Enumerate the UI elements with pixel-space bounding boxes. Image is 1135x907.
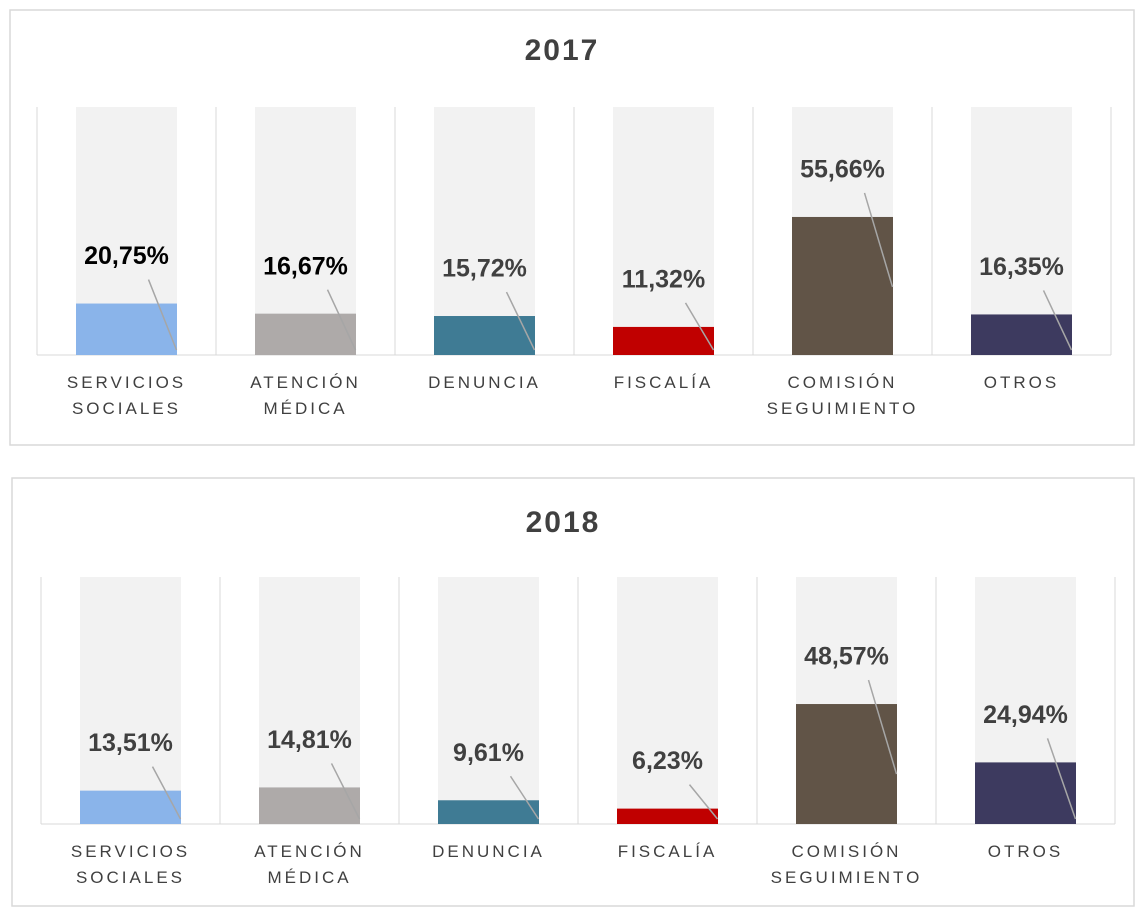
data-label: 48,57% <box>804 643 889 671</box>
category-label: COMISIÓN SEGUIMIENTO <box>770 842 923 887</box>
category-label-box: ATENCIÓN MÉDICA <box>250 373 361 418</box>
bar <box>255 313 356 355</box>
leader-line <box>688 784 719 820</box>
category-label-box: SERVICIOS SOCIALES <box>66 373 187 418</box>
bar <box>76 303 177 355</box>
bar-background <box>438 577 539 824</box>
data-label: 9,61% <box>453 739 524 767</box>
category-label-box: FISCALÍA <box>617 842 718 861</box>
bar-background <box>613 107 714 355</box>
category-label: FISCALÍA <box>617 842 718 861</box>
bar <box>438 800 539 824</box>
bar-background <box>259 577 360 824</box>
data-label: 13,51% <box>88 729 173 757</box>
bar-background <box>617 577 718 824</box>
leader-line <box>1046 738 1077 820</box>
category-label-box: COMISIÓN SEGUIMIENTO <box>766 373 919 418</box>
data-label: 11,32% <box>622 266 705 294</box>
category-label: DENUNCIA <box>432 842 545 861</box>
bar <box>792 216 893 355</box>
category-label: COMISIÓN SEGUIMIENTO <box>766 373 919 418</box>
bar <box>796 704 897 824</box>
data-label: 24,94% <box>983 701 1068 729</box>
category-label-box: OTROS <box>987 842 1064 861</box>
data-label: 14,81% <box>267 726 352 754</box>
data-label: 20,75% <box>84 242 169 270</box>
bar <box>613 326 714 355</box>
category-label: SERVICIOS SOCIALES <box>66 373 187 418</box>
category-label: ATENCIÓN MÉDICA <box>250 373 361 418</box>
leader-line <box>330 763 361 820</box>
chart-title: 2018 <box>526 506 601 539</box>
leader-line <box>151 766 182 820</box>
category-label: ATENCIÓN MÉDICA <box>254 842 365 887</box>
category-label: OTROS <box>987 842 1064 861</box>
category-label-box: FISCALÍA <box>613 373 714 392</box>
category-label-box: SERVICIOS SOCIALES <box>70 842 191 887</box>
leader-line <box>505 291 536 351</box>
bar <box>971 314 1072 355</box>
category-label: SERVICIOS SOCIALES <box>70 842 191 887</box>
bar <box>80 790 181 824</box>
bar <box>434 316 535 355</box>
bar <box>617 808 718 824</box>
chart-title: 2017 <box>525 34 600 67</box>
category-label-box: DENUNCIA <box>428 373 541 392</box>
leader-line <box>509 775 540 820</box>
data-label: 55,66% <box>800 156 885 184</box>
bar-background <box>434 107 535 355</box>
leader-line <box>863 192 894 288</box>
chart-frame <box>11 477 1135 907</box>
data-label: 16,35% <box>979 253 1064 281</box>
bar <box>259 787 360 824</box>
leader-line <box>147 279 178 351</box>
bar <box>975 762 1076 824</box>
category-label-box: COMISIÓN SEGUIMIENTO <box>770 842 923 887</box>
category-label-box: OTROS <box>983 373 1060 392</box>
leader-line <box>326 289 357 351</box>
bar-background <box>80 577 181 824</box>
leader-line <box>1042 290 1073 351</box>
category-label: FISCALÍA <box>613 373 714 392</box>
leader-line <box>684 302 715 351</box>
category-label-box: DENUNCIA <box>432 842 545 861</box>
category-label: DENUNCIA <box>428 373 541 392</box>
category-label: OTROS <box>983 373 1060 392</box>
data-label: 16,67% <box>263 252 348 280</box>
chart-frame <box>9 9 1135 446</box>
category-label-box: ATENCIÓN MÉDICA <box>254 842 365 887</box>
data-label: 15,72% <box>442 255 527 283</box>
leader-line <box>867 679 898 775</box>
data-label: 6,23% <box>632 747 703 775</box>
